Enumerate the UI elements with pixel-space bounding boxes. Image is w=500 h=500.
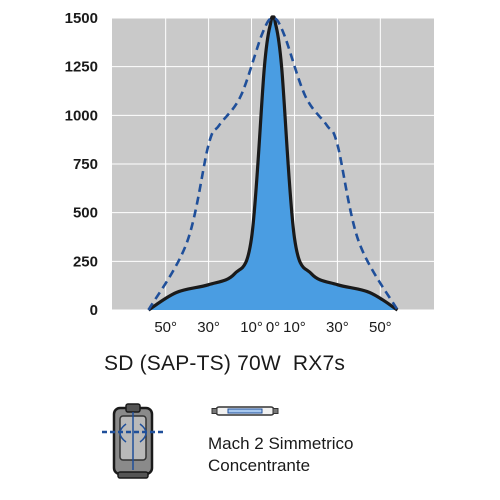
x-tick-label: 0° [266, 319, 280, 336]
x-tick-label: 30° [326, 319, 349, 336]
y-tick-label: 500 [73, 205, 98, 222]
solid-series-line [147, 15, 399, 312]
solid-series-area [148, 16, 398, 311]
x-tick-label: 50° [369, 319, 392, 336]
optic-description: Mach 2 Simmetrico Concentrante [208, 433, 353, 477]
y-tick-label: 1500 [65, 10, 98, 27]
y-tick-label: 250 [73, 253, 98, 270]
x-tick-label: 10° [240, 319, 263, 336]
x-axis-ticks: 50° 30° 10° 0° 10° 30° 50° [154, 319, 391, 336]
y-tick-label: 750 [73, 156, 98, 173]
product-caption: SD (SAP-TS) 70W RX7s [104, 352, 346, 375]
lamp-rx7s-icon [211, 406, 279, 416]
x-tick-label: 50° [154, 319, 177, 336]
y-axis-ticks: 0 250 500 750 1000 1250 1500 [65, 10, 98, 319]
x-tick-label: 10° [283, 319, 306, 336]
y-tick-label: 1000 [65, 107, 98, 124]
y-tick-label: 1250 [65, 59, 98, 76]
y-tick-label: 0 [90, 302, 98, 319]
optic-line-1: Mach 2 Simmetrico [208, 434, 354, 453]
floodlight-fixture-icon [102, 403, 164, 479]
x-tick-label: 30° [197, 319, 220, 336]
dashed-series-line [147, 16, 399, 311]
intensity-chart: 0 250 500 750 1000 1250 1500 50° 30° 10° 0° 10° 30°… [65, 10, 434, 336]
optic-line-2: Concentrante [208, 456, 311, 475]
